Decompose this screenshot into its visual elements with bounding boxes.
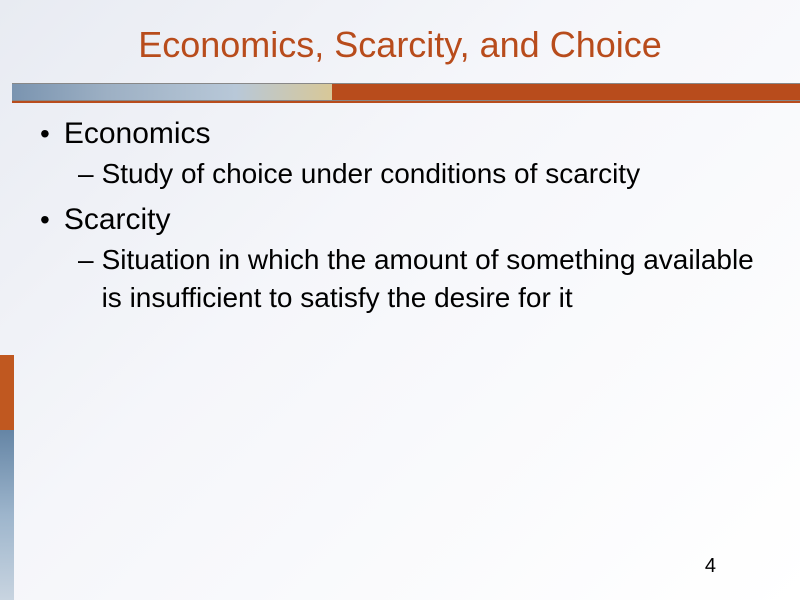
decorative-bar [12, 83, 800, 101]
page-number: 4 [705, 555, 716, 578]
bullet-icon: • [40, 115, 50, 153]
slide-body: • Economics – Study of choice under cond… [40, 115, 765, 325]
bar-left-texture [12, 83, 332, 101]
list-item: • Scarcity – Situation in which the amou… [40, 201, 765, 317]
dash-icon: – [78, 155, 94, 193]
bullet-text: Scarcity [64, 201, 171, 239]
bullet-icon: • [40, 201, 50, 239]
sub-bullet-text: Situation in which the amount of somethi… [102, 241, 765, 317]
list-item: • Economics – Study of choice under cond… [40, 115, 765, 193]
accent-line [12, 101, 800, 103]
bullet-text: Economics [64, 115, 211, 153]
sub-bullet-text: Study of choice under conditions of scar… [102, 155, 641, 193]
list-item: – Situation in which the amount of somet… [78, 241, 765, 317]
bar-right-accent [332, 83, 800, 101]
dash-icon: – [78, 241, 94, 279]
slide-title: Economics, Scarcity, and Choice [0, 0, 800, 76]
list-item: – Study of choice under conditions of sc… [78, 155, 765, 193]
side-accent-orange [0, 355, 14, 430]
side-accent-blue [0, 430, 14, 600]
